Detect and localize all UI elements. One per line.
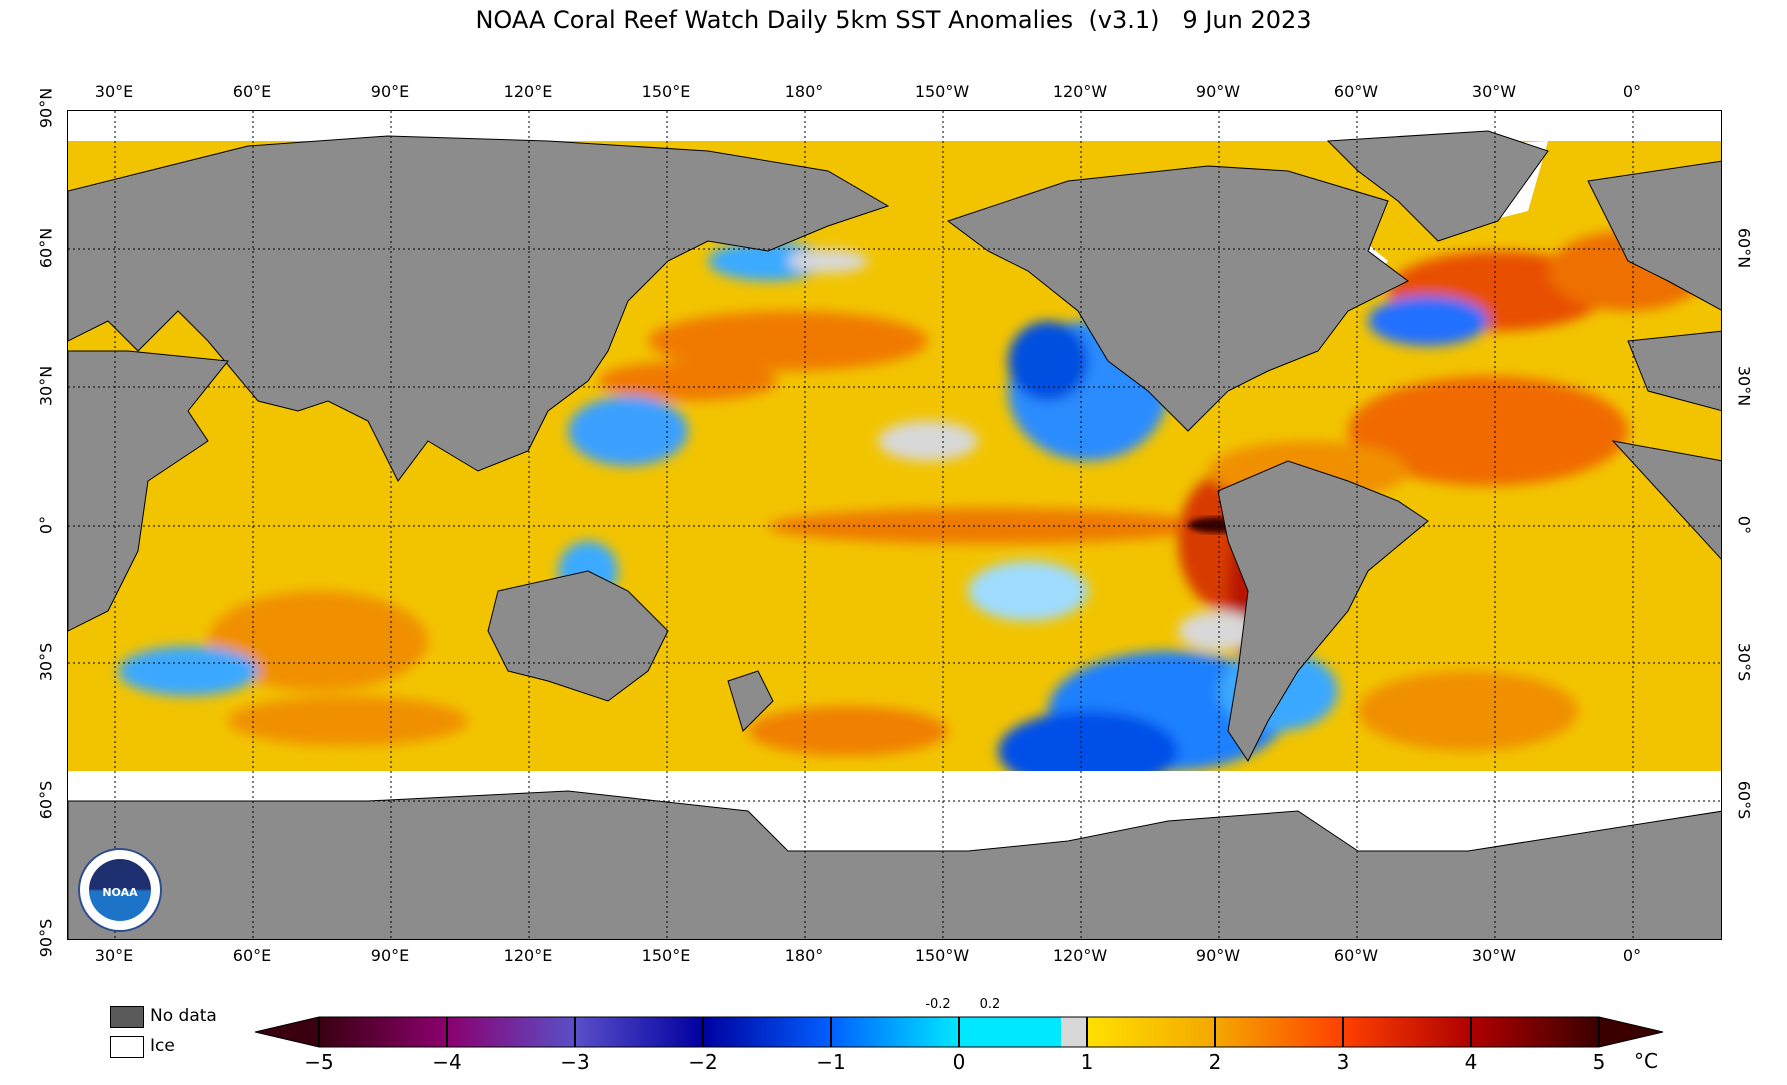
- lon-label-top: 150°W: [914, 82, 970, 101]
- lat-label-right: 60°S: [1734, 780, 1754, 820]
- colorbar-tick-label: 0: [952, 1050, 966, 1074]
- colorbar-tick-label: −1: [816, 1050, 846, 1074]
- colorbar-segment: [959, 1017, 1061, 1047]
- noaa-logo: NOAA: [78, 848, 162, 932]
- lat-label-left: 30°S: [36, 642, 56, 682]
- lon-label-bottom: 120°W: [1052, 946, 1108, 965]
- colorbar-segment: [703, 1017, 831, 1047]
- noaa-logo-emblem: NOAA: [89, 859, 151, 921]
- lon-label-bottom: 30°E: [94, 946, 134, 965]
- lon-label-top: 30°E: [94, 82, 134, 101]
- lat-label-right: 60°N: [1734, 227, 1754, 269]
- colorbar-tick-pos02: 0.2: [979, 997, 1001, 1012]
- colorbar-segment: [1215, 1017, 1343, 1047]
- lon-label-top: 150°E: [641, 82, 691, 101]
- no-data-swatch: [110, 1006, 144, 1028]
- ice-label: Ice: [150, 1036, 175, 1056]
- lon-label-bottom: 120°E: [503, 946, 553, 965]
- map-title: NOAA Coral Reef Watch Daily 5km SST Anom…: [475, 6, 1312, 34]
- lon-label-bottom: 60°E: [232, 946, 272, 965]
- colorbar-segment: [1087, 1017, 1215, 1047]
- colorbar-tick-label: 4: [1464, 1050, 1478, 1074]
- lat-label-right: 30°S: [1734, 642, 1754, 682]
- colorbar-tick-label: 3: [1336, 1050, 1350, 1074]
- lon-label-top: 30°W: [1471, 82, 1517, 101]
- lon-label-bottom: 0°: [1622, 946, 1642, 965]
- lon-label-top: 120°W: [1052, 82, 1108, 101]
- colorbar-tick-label: −4: [432, 1050, 462, 1074]
- lon-label-bottom: 150°E: [641, 946, 691, 965]
- lon-label-bottom: 150°W: [914, 946, 970, 965]
- lon-label-top: 60°E: [232, 82, 272, 101]
- lon-label-top: 60°W: [1333, 82, 1379, 101]
- colorbar-segment: [319, 1017, 447, 1047]
- lon-label-bottom: 90°W: [1195, 946, 1241, 965]
- ice-swatch: [110, 1036, 144, 1058]
- lat-label-left: 90°S: [36, 918, 56, 958]
- colorbar-tick-label: 1: [1080, 1050, 1094, 1074]
- colorbar-unit: °C: [1634, 1049, 1658, 1073]
- graticule: [68, 111, 1721, 939]
- colorbar-segment: [1471, 1017, 1599, 1047]
- lat-label-right: 0°: [1734, 515, 1754, 535]
- lon-label-bottom: 90°E: [370, 946, 410, 965]
- no-data-label: No data: [150, 1006, 217, 1026]
- noaa-logo-text: NOAA: [102, 886, 138, 899]
- colorbar-tick-label: 5: [1592, 1050, 1606, 1074]
- colorbar: [255, 1016, 1664, 1048]
- colorbar-segment: [1343, 1017, 1471, 1047]
- lon-label-top: 180°: [784, 82, 824, 101]
- lon-label-bottom: 180°: [784, 946, 824, 965]
- lat-label-left: 0°: [36, 515, 56, 535]
- lat-label-right: 30°N: [1734, 365, 1754, 407]
- lon-label-top: 0°: [1622, 82, 1642, 101]
- lon-label-bottom: 30°W: [1471, 946, 1517, 965]
- colorbar-tick-label: −3: [560, 1050, 590, 1074]
- lon-label-top: 120°E: [503, 82, 553, 101]
- lon-label-top: 90°E: [370, 82, 410, 101]
- colorbar-tick-neg02: -0.2: [925, 997, 951, 1012]
- lat-label-left: 60°S: [36, 780, 56, 820]
- colorbar-segment: [831, 1017, 959, 1047]
- colorbar-tick-label: −2: [688, 1050, 718, 1074]
- colorbar-neutral: [1061, 1017, 1087, 1047]
- sst-anomaly-map: [67, 110, 1722, 940]
- colorbar-border: [255, 1016, 1664, 1048]
- colorbar-max-arrow: [1599, 1017, 1663, 1047]
- colorbar-segment: [447, 1017, 575, 1047]
- lat-label-left: 30°N: [36, 365, 56, 407]
- lon-label-top: 90°W: [1195, 82, 1241, 101]
- colorbar-segment: [575, 1017, 703, 1047]
- lat-label-left: 90°N: [36, 87, 56, 129]
- colorbar-min-arrow: [255, 1017, 319, 1047]
- land-masses: [68, 130, 1721, 939]
- colorbar-tick-label: −5: [304, 1050, 334, 1074]
- lat-label-left: 60°N: [36, 227, 56, 269]
- lon-label-bottom: 60°W: [1333, 946, 1379, 965]
- colorbar-tick-label: 2: [1208, 1050, 1222, 1074]
